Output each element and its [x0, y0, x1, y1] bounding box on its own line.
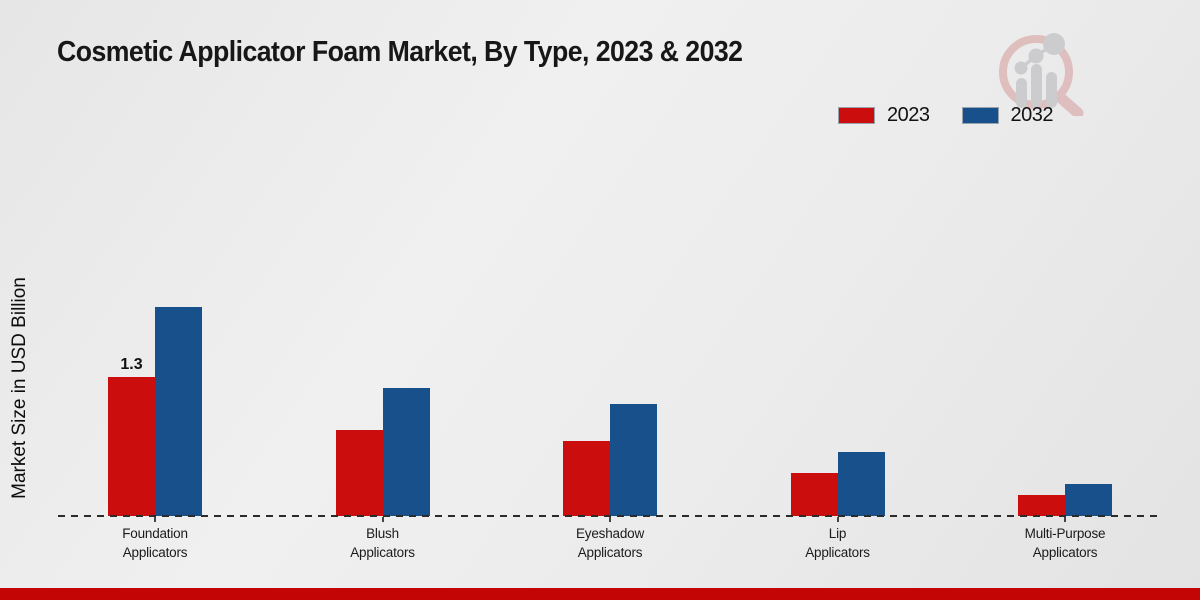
category-label-foundation-applicators: Foundation Applicators — [122, 526, 188, 560]
legend-label-2032: 2032 — [1010, 103, 1054, 126]
magnifier-bar-chart-watermark-icon — [999, 33, 1084, 116]
axis-tick — [1064, 517, 1066, 522]
chart-title: Cosmetic Applicator Foam Market, By Type… — [57, 36, 743, 68]
bottom-accent-bar — [0, 588, 1200, 600]
category-label-multi-purpose-applicators: Multi-Purpose Applicators — [1024, 526, 1106, 560]
bar-2023-blush-applicators — [335, 430, 383, 516]
bar-2032-eyeshadow-applicators — [610, 404, 657, 516]
legend-swatch-2023 — [838, 106, 875, 124]
y-axis-label: Market Size in USD Billion — [9, 277, 30, 499]
axis-tick — [154, 517, 156, 522]
bar-2023-lip-applicators — [790, 473, 838, 516]
category-label-eyeshadow-applicators: Eyeshadow Applicators — [576, 526, 644, 560]
axis-tick — [609, 517, 611, 522]
axis-tick — [836, 517, 839, 522]
legend-label-2023: 2023 — [887, 103, 930, 126]
bar-2023-foundation-applicators — [108, 377, 155, 516]
category-label-blush-applicators: Blush Applicators — [350, 526, 415, 560]
x-axis-baseline — [58, 515, 1157, 517]
bar-2032-blush-applicators — [382, 388, 430, 516]
bar-value-label: 1.3 — [120, 356, 143, 373]
bar-2023-eyeshadow-applicators — [563, 441, 610, 516]
bar-2032-multi-purpose-applicators — [1065, 484, 1112, 516]
bar-2032-lip-applicators — [837, 452, 885, 516]
legend-swatch-2032 — [961, 106, 999, 124]
bar-2032-foundation-applicators — [155, 307, 202, 516]
axis-tick — [381, 517, 384, 522]
category-label-lip-applicators: Lip Applicators — [805, 526, 870, 560]
legend: 2023 2032 — [838, 103, 1053, 127]
bar-2023-multi-purpose-applicators — [1018, 495, 1065, 516]
